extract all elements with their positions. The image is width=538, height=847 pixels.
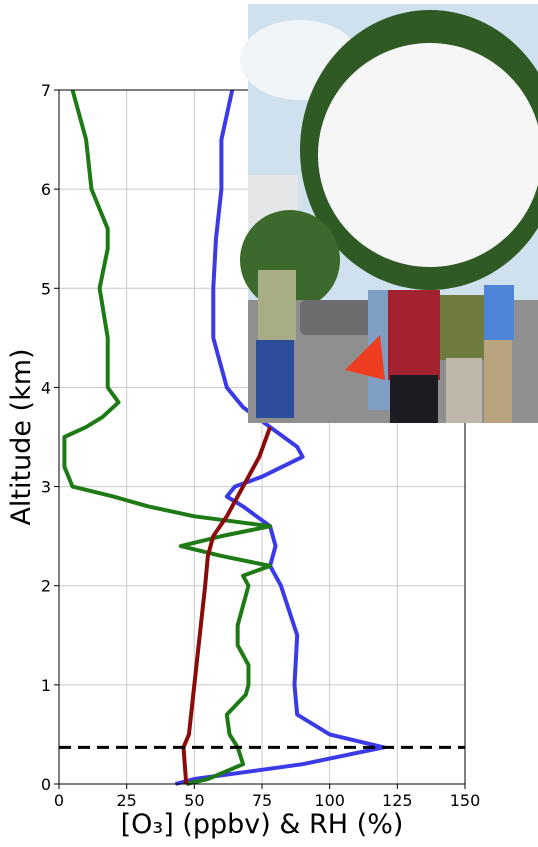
y-tick-label: 1 [41,676,51,695]
y-tick-label: 5 [41,279,51,298]
y-axis-label: Altitude (km) [6,348,37,525]
person [440,295,488,360]
x-tick-label: 125 [382,791,413,810]
person [390,375,438,423]
photo [240,4,538,423]
person [484,285,514,340]
parachute [345,335,385,380]
person [446,358,482,423]
person [256,340,294,418]
person [388,290,440,380]
x-tick-label: 100 [314,791,345,810]
person [258,270,296,340]
x-tick-label: 25 [116,791,136,810]
x-tick-label: 75 [252,791,272,810]
x-axis-label: [O₃] (ppbv) & RH (%) [121,809,404,840]
y-tick-label: 0 [41,775,51,794]
car [300,300,380,335]
profile-line [62,89,273,786]
x-tick-label: 0 [54,791,64,810]
y-tick-label: 7 [41,81,51,100]
x-tick-label: 150 [450,791,481,810]
profile-line [174,89,386,786]
y-tick-label: 4 [41,378,51,397]
person [484,340,512,423]
profile-line [181,426,272,785]
x-tick-label: 50 [184,791,204,810]
y-tick-label: 6 [41,180,51,199]
y-tick-label: 2 [41,577,51,596]
y-tick-label: 3 [41,478,51,497]
balloon [318,43,538,267]
